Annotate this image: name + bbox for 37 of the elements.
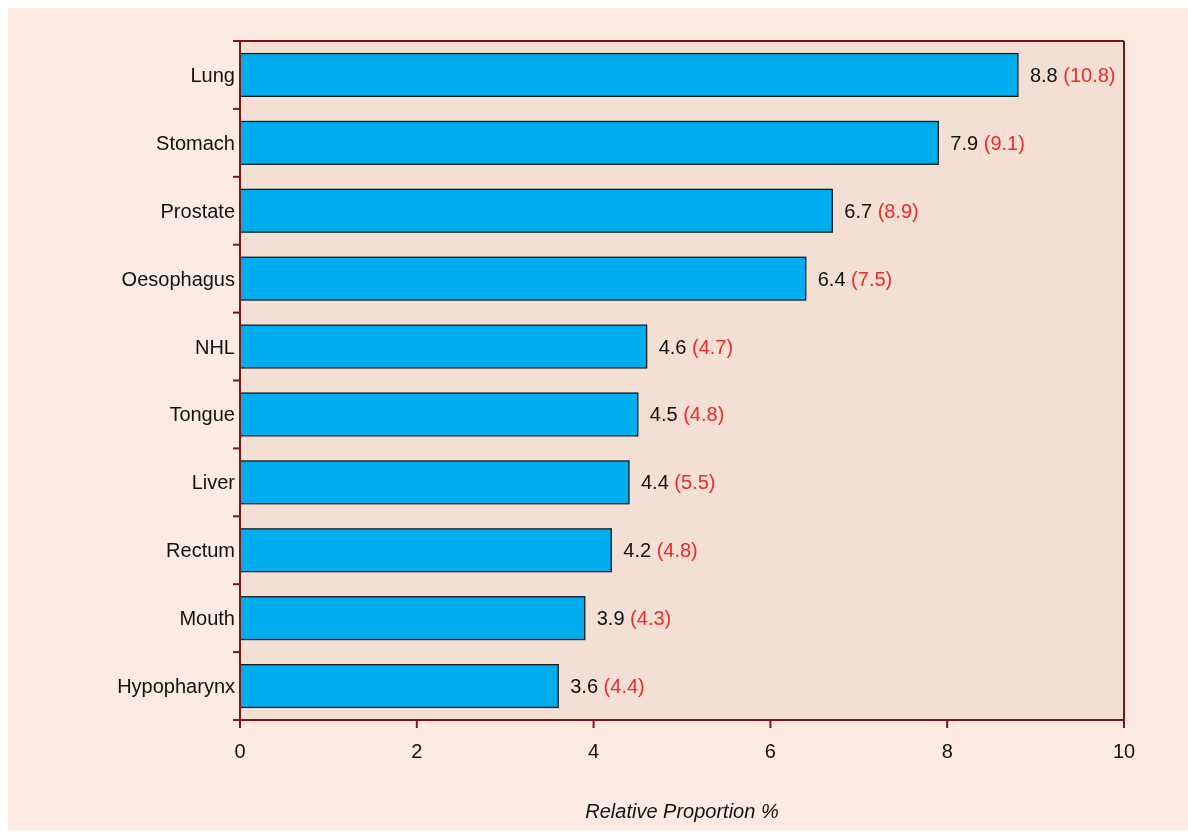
y-tick-label: Lung	[190, 63, 235, 86]
y-tick-label: Mouth	[179, 607, 235, 630]
bar	[239, 256, 807, 301]
x-tick-label: 2	[411, 740, 423, 762]
x-tick-label: 6	[764, 740, 776, 762]
bar	[239, 324, 648, 369]
data-label: 7.9 (9.1)	[950, 131, 1025, 154]
y-tick-label: NHL	[194, 335, 235, 358]
x-tick-label: 10	[1112, 740, 1136, 762]
data-label: 4.6 (4.7)	[658, 335, 734, 358]
x-tick-label: 8	[941, 740, 953, 762]
data-label: 6.4 (7.5)	[817, 267, 893, 290]
data-label: 4.4 (5.5)	[640, 471, 716, 494]
y-tick-label: Tongue	[169, 403, 235, 426]
bar	[239, 528, 612, 573]
data-label: 3.6 (4.4)	[570, 675, 645, 698]
y-tick-label: Stomach	[156, 131, 235, 154]
data-label: 8.8 (10.8)	[1029, 63, 1116, 86]
bar	[239, 188, 833, 233]
x-tick-label: 4	[588, 740, 600, 762]
bar	[239, 120, 940, 165]
x-tick-label: 0	[234, 740, 246, 762]
bar	[239, 664, 559, 709]
data-label: 4.2 (4.8)	[623, 539, 698, 562]
y-tick-label: Hypopharynx	[117, 675, 235, 698]
data-label: 6.7 (8.9)	[844, 199, 919, 222]
bar	[239, 596, 586, 641]
y-tick-label: Rectum	[166, 539, 235, 562]
data-label: 4.5 (4.8)	[649, 403, 725, 426]
bar	[239, 52, 1019, 97]
data-label: 3.9 (4.3)	[596, 607, 672, 630]
y-tick-label: Oesophagus	[121, 267, 235, 290]
x-axis-title: Relative Proportion %	[585, 800, 779, 822]
y-tick-label: Prostate	[160, 199, 235, 222]
bar	[239, 460, 630, 505]
y-tick-label: Liver	[191, 471, 236, 494]
bar	[239, 392, 639, 437]
